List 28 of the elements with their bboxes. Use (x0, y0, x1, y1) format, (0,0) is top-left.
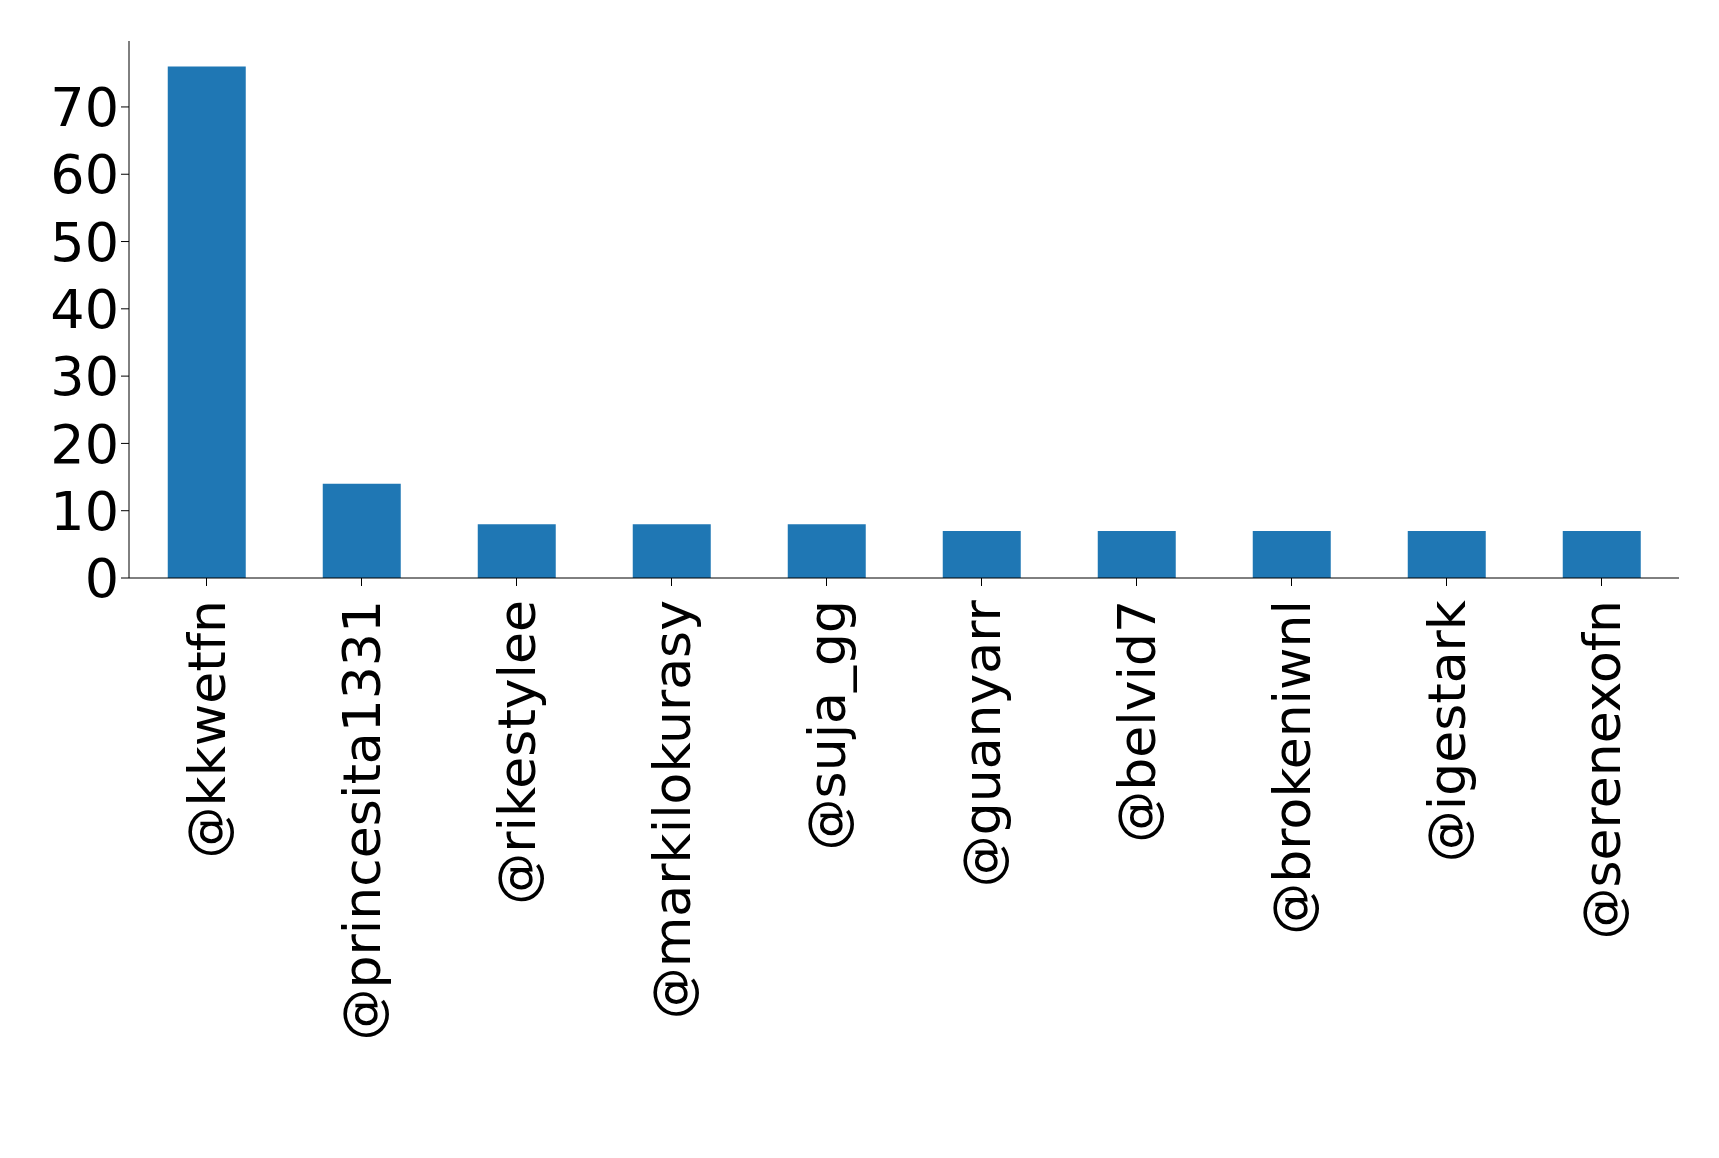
y-tick-label: 30 (50, 345, 119, 409)
x-tick-label: @suja_gg (796, 600, 857, 851)
y-tick-label: 10 (50, 479, 119, 543)
x-tick-label: @brokeniwnl (1261, 600, 1322, 935)
bar (477, 524, 556, 578)
y-tick-label: 60 (50, 143, 119, 207)
x-tick-label: @igestark (1416, 600, 1477, 863)
y-tick-label: 20 (50, 412, 119, 476)
x-tick-label: @princesita1331 (331, 600, 392, 1041)
x-tick-label: @rikestylee (486, 600, 547, 905)
y-tick-label: 40 (50, 278, 119, 341)
y-tick-label: 50 (50, 210, 119, 274)
bar (632, 524, 711, 578)
bar (1252, 530, 1331, 578)
x-tick-label: @kkwetfn (176, 600, 237, 859)
bar (787, 524, 866, 578)
x-tick-label: @serenexofn (1571, 600, 1632, 940)
x-tick-label: @markilokurasy (641, 600, 702, 1020)
bar (1562, 530, 1641, 578)
y-tick-label: 0 (84, 547, 119, 611)
bar (942, 530, 1021, 578)
y-tick-label: 70 (50, 76, 119, 140)
bar (1407, 530, 1486, 578)
bar (1097, 530, 1176, 578)
x-tick-label: @guanyarr (951, 599, 1012, 888)
bar (167, 66, 246, 578)
bar (322, 483, 401, 578)
x-tick-label: @belvid7 (1106, 600, 1167, 843)
